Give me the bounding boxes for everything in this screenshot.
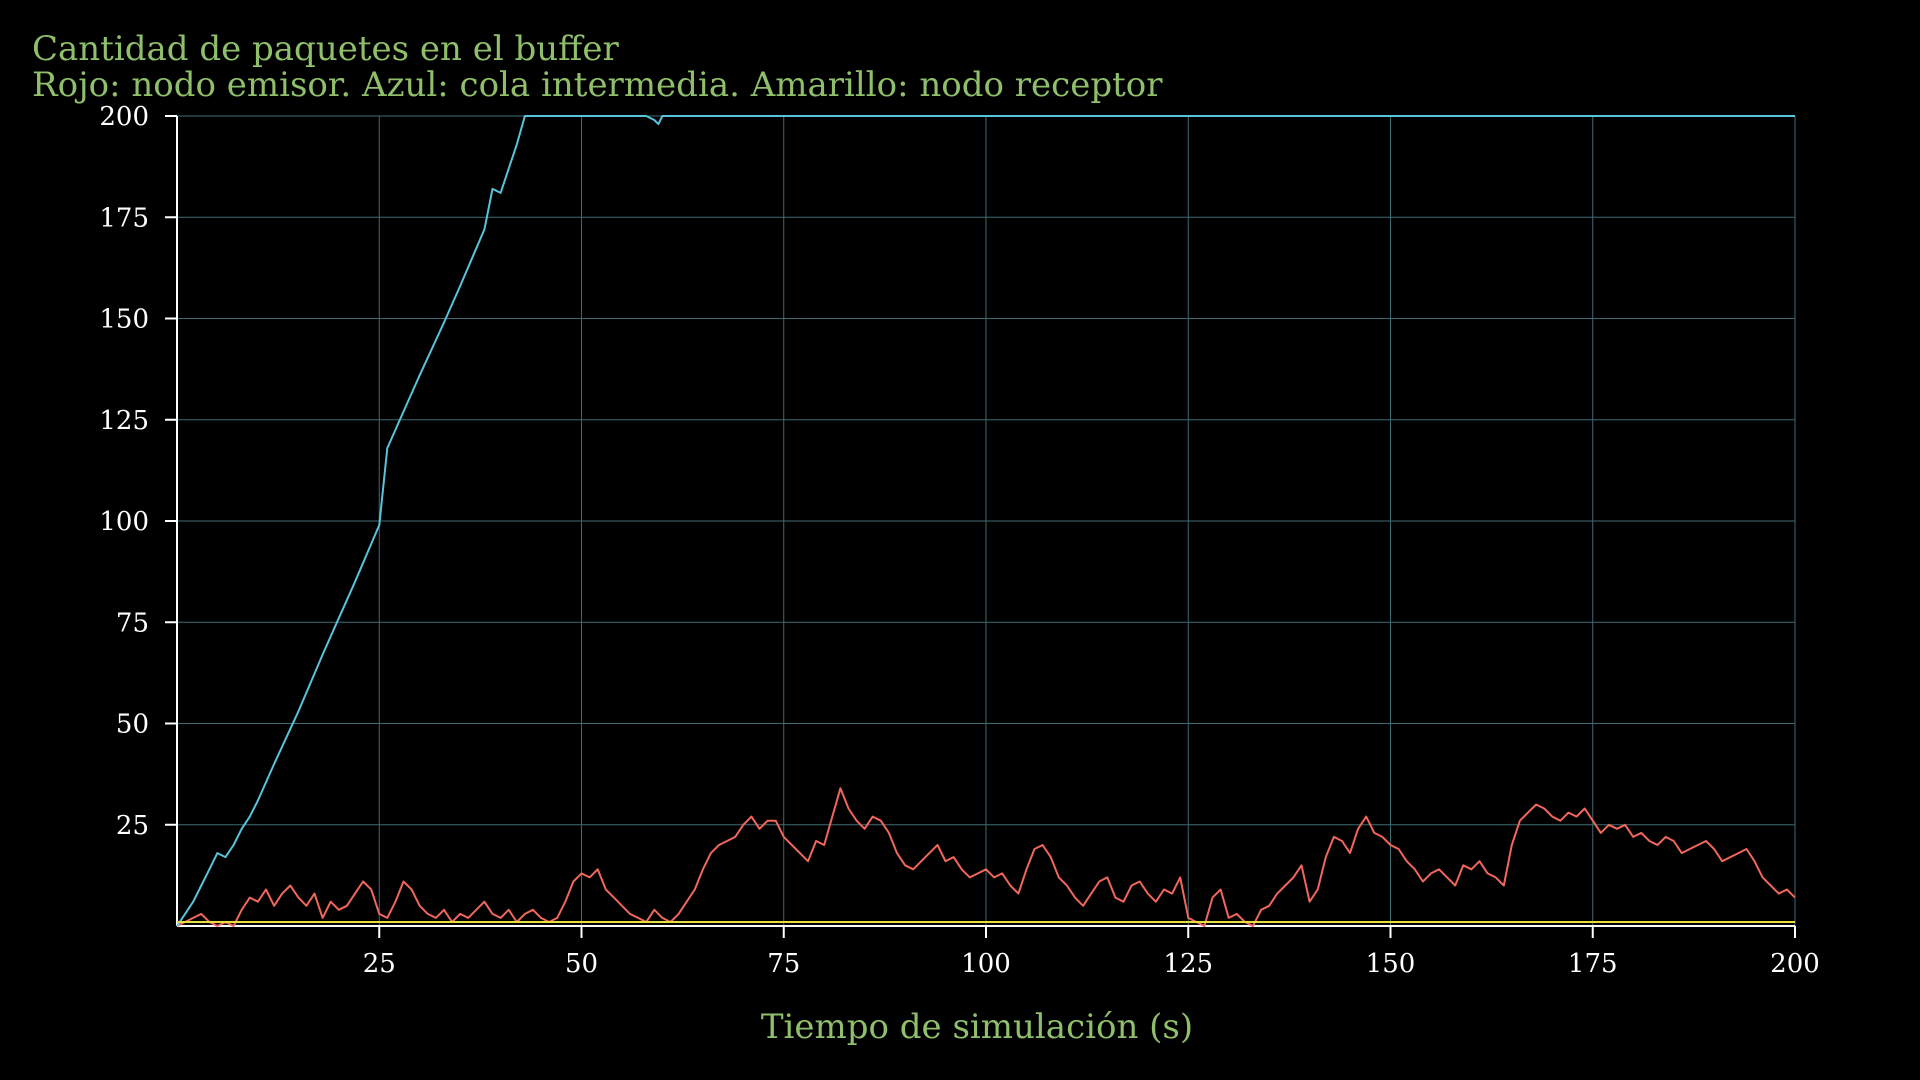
y-tick-label: 75 [116, 608, 149, 638]
y-tick-label: 150 [99, 305, 149, 335]
chart-title: Cantidad de paquetes en el buffer [32, 29, 619, 69]
grid-lines [177, 115, 1796, 926]
series-line-blue [176, 115, 1795, 927]
x-tick-label: 25 [363, 949, 396, 979]
y-tick-label: 100 [99, 507, 149, 537]
x-tick-label: 175 [1568, 949, 1618, 979]
y-tick-label: 25 [116, 811, 149, 841]
chart-subtitle: Rojo: nodo emisor. Azul: cola intermedia… [32, 65, 1163, 105]
series-lines [176, 115, 1796, 927]
y-tick-label: 50 [116, 710, 149, 740]
x-tick-label: 100 [961, 949, 1011, 979]
x-tick-label: 75 [767, 949, 800, 979]
axes [165, 115, 1796, 938]
series-line-red [176, 787, 1796, 927]
x-tick-label: 150 [1366, 949, 1416, 979]
y-tick-label: 175 [99, 203, 149, 233]
y-tick-label: 125 [99, 406, 149, 436]
y-tick-label: 200 [99, 102, 149, 132]
tick-labels: 25 50 75 100 125 150 175 200 25 50 75 100 125 150 175 2… [99, 102, 1819, 979]
x-axis-label: Tiempo de simulación (s) [761, 1007, 1193, 1047]
x-tick-label: 50 [565, 949, 598, 979]
x-tick-label: 125 [1163, 949, 1213, 979]
x-tick-label: 200 [1770, 949, 1820, 979]
